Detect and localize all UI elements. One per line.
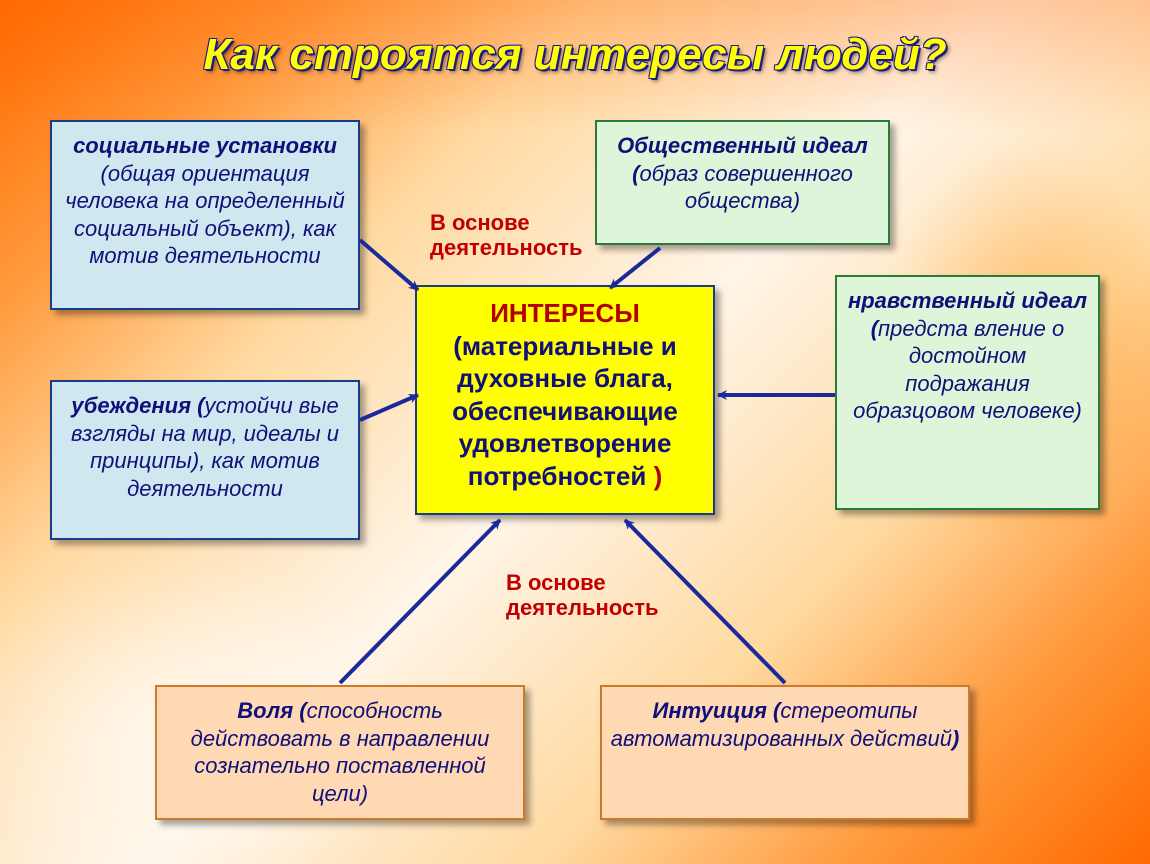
box-social: социальные установки (общая ориентация ч…: [50, 120, 360, 310]
box-beliefs: убеждения (устойчи вые взгляды на мир, и…: [50, 380, 360, 540]
box-moral_ideal: нравственный идеал (предста вление о дос…: [835, 275, 1100, 510]
box-will: Воля (способность действовать в направле…: [155, 685, 525, 820]
label-basis-bottom: В основедеятельность: [506, 570, 659, 621]
box-interests: ИНТЕРЕСЫ(материальные и духовные блага, …: [415, 285, 715, 515]
box-intuition: Интуиция (стереотипы автоматизированных …: [600, 685, 970, 820]
box-social_ideal: Общественный идеал (образ совершенного о…: [595, 120, 890, 245]
page-title: Как строятся интересы людей?: [0, 30, 1150, 80]
label-basis-top: В основедеятельность: [430, 210, 583, 261]
